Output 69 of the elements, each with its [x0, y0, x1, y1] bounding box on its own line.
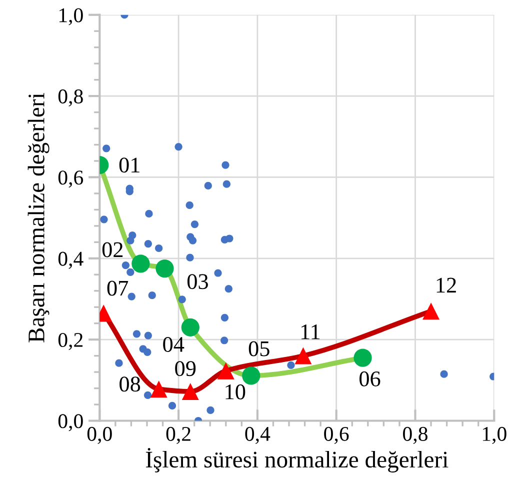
point: [144, 240, 152, 248]
point: [220, 336, 228, 344]
point: [100, 216, 108, 224]
point: [440, 370, 448, 378]
point: [126, 236, 134, 244]
point: [182, 383, 199, 400]
point: [206, 406, 214, 414]
point: [204, 182, 212, 190]
x-tick-label: 0,0: [87, 426, 112, 444]
x-tick-label: 0,6: [324, 426, 349, 444]
point: [220, 314, 228, 322]
x-tick-label: 0,2: [166, 426, 190, 444]
x-axis-title: İşlem süresi normalize değerleri: [146, 448, 448, 472]
point: [115, 359, 123, 367]
point: [181, 318, 200, 336]
y-axis-title: Başarı normalize değerleri: [28, 93, 50, 342]
point: [155, 244, 163, 252]
point: [132, 254, 150, 273]
y-tick-label: 0,4: [58, 252, 84, 269]
point: [222, 161, 230, 169]
annotation: 08: [120, 376, 140, 392]
annotation: 12: [436, 278, 456, 292]
point: [144, 332, 152, 340]
annotation: 04: [163, 336, 184, 352]
point: [128, 292, 136, 300]
point: [287, 361, 295, 369]
point: [102, 144, 110, 152]
y-tick-label: 0,8: [58, 89, 83, 106]
point: [132, 330, 141, 338]
point: [217, 362, 234, 380]
point: [178, 296, 186, 304]
point: [242, 366, 260, 385]
point: [156, 259, 174, 278]
annotation: 09: [175, 361, 196, 376]
annotation: 07: [107, 280, 128, 296]
point: [126, 268, 134, 276]
point: [144, 391, 152, 399]
annotation: 01: [119, 158, 140, 173]
point: [144, 348, 152, 356]
point: [354, 348, 372, 367]
point: [190, 220, 199, 228]
x-tick-label: 0,4: [245, 426, 270, 444]
annotation: 11: [301, 324, 320, 340]
point: [214, 269, 222, 277]
point: [226, 234, 234, 242]
point: [224, 285, 232, 293]
x-tick-label: 0,8: [403, 426, 428, 444]
x-tick-label: 1,0: [482, 426, 506, 444]
point: [188, 236, 197, 244]
point: [174, 142, 182, 151]
point: [222, 180, 230, 188]
point: [186, 201, 194, 210]
point: [168, 402, 176, 410]
annotation: 02: [102, 242, 123, 258]
point: [145, 210, 153, 218]
point: [150, 380, 168, 398]
annotation: 03: [187, 274, 208, 290]
annotation: 05: [248, 341, 270, 356]
y-tick-label: 0,0: [58, 414, 83, 432]
point: [422, 302, 440, 320]
y-tick-label: 1,0: [59, 8, 83, 26]
point: [294, 347, 312, 364]
point: [122, 261, 130, 270]
annotation: 06: [360, 371, 380, 386]
annotation: 10: [226, 384, 246, 400]
point: [148, 292, 156, 300]
y-tick-label: 0,2: [58, 332, 83, 350]
point: [186, 254, 194, 262]
y-tick-label: 0,6: [58, 170, 84, 188]
